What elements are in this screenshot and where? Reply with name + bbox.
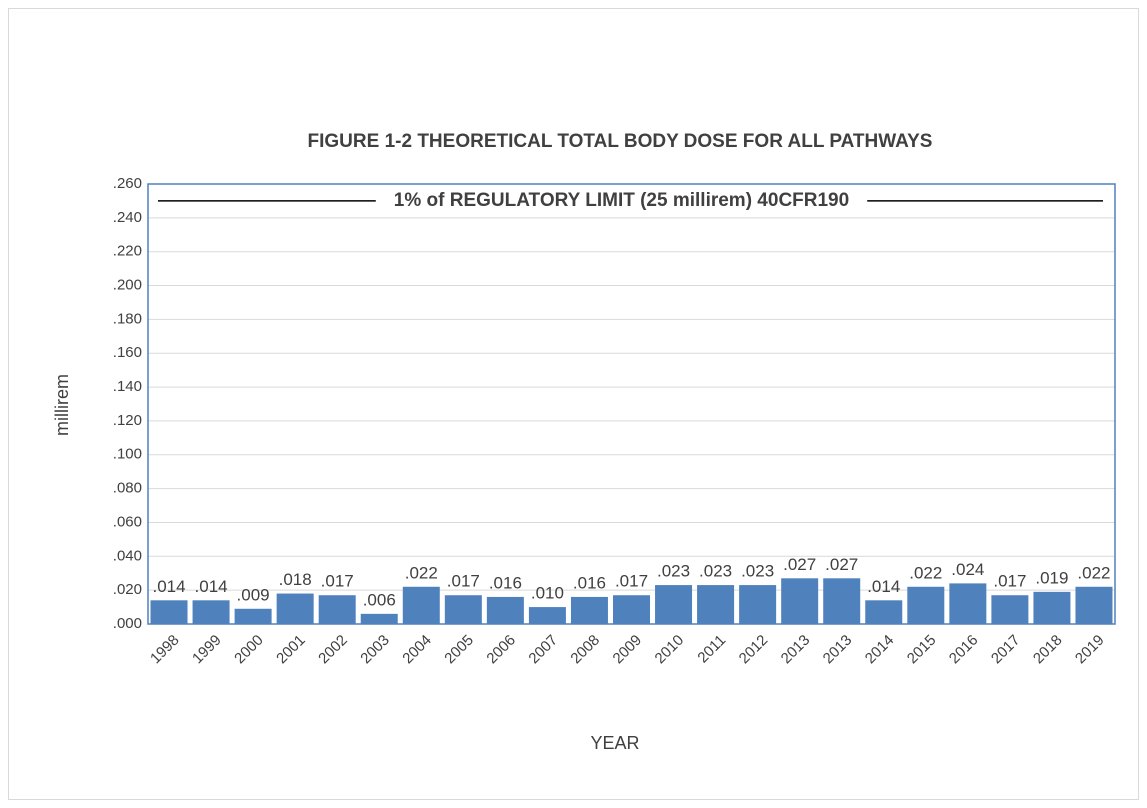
- bar: [570, 596, 608, 624]
- x-axis-label: YEAR: [590, 733, 639, 753]
- chart-title: FIGURE 1-2 THEORETICAL TOTAL BODY DOSE F…: [308, 131, 933, 152]
- bar: [318, 595, 356, 624]
- value-label: .017: [447, 572, 480, 591]
- bar: [697, 585, 735, 624]
- value-label: .006: [363, 590, 396, 609]
- y-tick-label: .220: [113, 243, 142, 260]
- bar: [991, 595, 1029, 624]
- value-label: .014: [867, 577, 900, 596]
- value-label: .023: [741, 562, 774, 581]
- reference-label: 1% of REGULATORY LIMIT (25 millirem) 40C…: [394, 190, 849, 211]
- y-tick-label: .240: [113, 209, 142, 226]
- value-label: .022: [405, 563, 438, 582]
- value-label: .014: [152, 577, 185, 596]
- y-tick-label: .120: [113, 412, 142, 429]
- value-label: .023: [699, 562, 732, 581]
- bar: [907, 586, 945, 624]
- bar: [655, 585, 693, 624]
- bar: [444, 595, 482, 624]
- y-tick-label: .020: [113, 581, 142, 598]
- bar: [949, 583, 987, 624]
- y-tick-label: .200: [113, 277, 142, 294]
- bar: [739, 585, 777, 624]
- bar: [150, 600, 188, 624]
- value-label: .014: [195, 577, 228, 596]
- reference-label-bg: [375, 189, 868, 211]
- value-label: .018: [279, 570, 312, 589]
- bar: [276, 593, 314, 624]
- y-tick-label: .060: [113, 513, 142, 530]
- bar: [823, 578, 861, 624]
- value-label: .016: [489, 573, 522, 592]
- value-label: .010: [531, 584, 564, 603]
- chart-frame: [8, 8, 1139, 800]
- y-tick-label: .040: [113, 547, 142, 564]
- bar: [402, 586, 440, 624]
- y-tick-label: .000: [113, 615, 142, 632]
- y-tick-label: .160: [113, 344, 142, 361]
- y-tick-label: .100: [113, 446, 142, 463]
- bar: [1075, 586, 1113, 624]
- bar: [192, 600, 230, 624]
- value-label: .016: [573, 573, 606, 592]
- value-label: .022: [1077, 563, 1110, 582]
- plot-border: [147, 183, 1116, 625]
- value-label: .027: [783, 555, 816, 574]
- y-tick-label: .080: [113, 480, 142, 497]
- value-label: .022: [909, 563, 942, 582]
- value-label: .017: [993, 572, 1026, 591]
- bar: [486, 596, 524, 624]
- value-label: .023: [657, 562, 690, 581]
- value-label: .017: [615, 572, 648, 591]
- value-label: .009: [237, 585, 270, 604]
- y-tick-label: .180: [113, 310, 142, 327]
- value-label: .019: [1035, 568, 1068, 587]
- bar: [1033, 591, 1071, 624]
- y-axis-label: millirem: [52, 374, 72, 436]
- bar: [360, 613, 398, 624]
- bar: [865, 600, 903, 624]
- bar: [234, 608, 272, 624]
- bar: [613, 595, 650, 624]
- y-tick-label: .260: [113, 175, 142, 192]
- bar: [528, 607, 566, 624]
- y-tick-label: .140: [113, 378, 142, 395]
- value-label: .017: [321, 572, 354, 591]
- value-label: .027: [825, 555, 858, 574]
- bar: [781, 578, 819, 624]
- value-label: .024: [951, 560, 984, 579]
